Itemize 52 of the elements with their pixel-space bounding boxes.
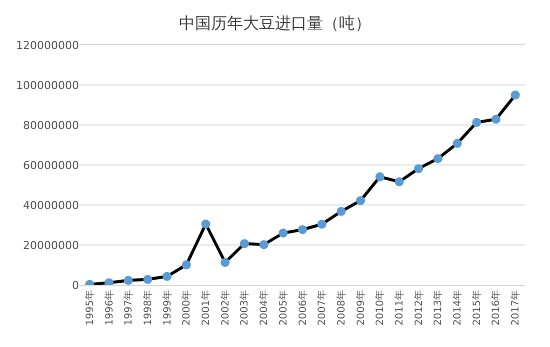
x-tick-label: 2017年 xyxy=(510,290,522,326)
x-tick-label: 2009年 xyxy=(354,290,367,326)
point xyxy=(375,172,384,182)
x-tick-label: 2013年 xyxy=(432,290,444,326)
x-tick-label: 2012年 xyxy=(412,290,425,326)
point xyxy=(298,225,307,234)
x-tick-label: 2006年 xyxy=(296,290,309,326)
y-tick-label: 100000000 xyxy=(16,78,79,92)
point xyxy=(394,177,404,186)
point xyxy=(452,138,462,148)
x-tick-label: 2014年 xyxy=(452,290,464,326)
chart-title: 中国历年大豆进口量（吨） xyxy=(179,14,371,33)
point xyxy=(356,196,366,206)
x-tick-label: 1996年 xyxy=(103,290,116,326)
point xyxy=(510,90,520,100)
point xyxy=(259,240,268,250)
x-tick-label: 2010年 xyxy=(374,290,386,326)
y-tick-label: 40000000 xyxy=(23,198,79,212)
x-tick-label: 2011年 xyxy=(393,290,406,326)
x-tick-label: 1999年 xyxy=(161,290,174,326)
x-tick-label: 1998年 xyxy=(142,290,154,326)
y-tick-label: 20000000 xyxy=(23,238,79,252)
y-tick-label: 120000000 xyxy=(16,38,79,52)
point xyxy=(414,164,424,174)
point xyxy=(472,118,482,127)
point xyxy=(433,154,442,164)
point xyxy=(336,206,346,216)
y-tick-label: 0 xyxy=(72,278,79,292)
x-tick-label: 2002年 xyxy=(219,290,232,326)
point xyxy=(240,239,249,248)
point xyxy=(220,258,230,267)
x-tick-label: 2001年 xyxy=(200,290,212,326)
point xyxy=(278,228,288,238)
x-tick-label: 2000年 xyxy=(180,290,193,326)
x-tick-label: 1995年 xyxy=(84,290,96,326)
point xyxy=(124,276,133,285)
x-tick-label: 2004年 xyxy=(258,290,270,326)
point xyxy=(182,260,191,270)
x-tick-label: 2015年 xyxy=(470,290,483,326)
point xyxy=(143,274,152,284)
x-tick-label: 1997年 xyxy=(122,290,135,326)
x-tick-label: 2005年 xyxy=(277,290,290,326)
point xyxy=(317,220,326,229)
x-tick-label: 2007年 xyxy=(316,290,328,326)
point xyxy=(201,220,210,228)
x-tick-label: 2008年 xyxy=(335,290,348,326)
x-tick-label: 2003年 xyxy=(238,290,251,326)
y-tick-label: 60000000 xyxy=(23,158,79,172)
x-tick-label: 2016年 xyxy=(490,290,502,326)
point xyxy=(491,114,500,124)
point xyxy=(162,272,172,281)
y-tick-label: 80000000 xyxy=(23,118,79,132)
